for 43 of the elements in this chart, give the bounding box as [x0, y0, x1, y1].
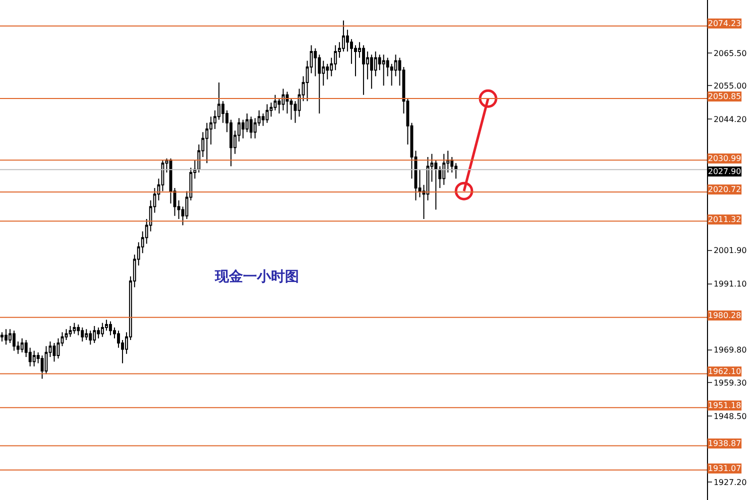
- ref-line-label: 2011.32: [708, 215, 742, 224]
- y-tick-label: 1969.80: [714, 346, 747, 355]
- candlestick: [92, 325, 96, 344]
- ref-line-label: 2074.23: [708, 19, 742, 28]
- candlestick: [20, 338, 24, 353]
- candlestick: [84, 328, 88, 340]
- ref-line-label: 2050.85: [708, 92, 742, 101]
- ref-line-label: 2030.99: [708, 154, 742, 163]
- y-tick-label: 2044.20: [714, 114, 747, 124]
- y-tick-label: 2065.50: [714, 48, 747, 58]
- ref-line-label: 1962.10: [708, 367, 742, 376]
- candlestick: [12, 330, 16, 352]
- candlestick: [44, 346, 48, 375]
- ref-line-label: 1938.87: [708, 439, 742, 448]
- candlestick: [32, 350, 36, 367]
- y-tick-label: 2055.00: [714, 81, 747, 90]
- ref-line-label: 2027.90: [708, 167, 742, 176]
- candlestick: [266, 104, 269, 124]
- candlestick: [80, 327, 84, 342]
- candlestick: [72, 322, 76, 334]
- candlestick: [88, 330, 92, 346]
- candlestick: [442, 153, 446, 186]
- annotation: 现金一小时图: [214, 269, 299, 285]
- y-tick-label: 2001.90: [714, 246, 747, 256]
- candlestick: [100, 322, 104, 338]
- candlestick: [382, 54, 386, 86]
- candlestick: [282, 88, 285, 111]
- ref-line-label: 1980.28: [708, 311, 742, 320]
- candlestick: [52, 342, 56, 362]
- y-tick-label: 1959.30: [714, 378, 747, 388]
- y-tick-label: 1991.10: [714, 280, 747, 289]
- candlestick: [370, 54, 374, 90]
- candlestick: [108, 320, 112, 336]
- candlestick: [4, 328, 8, 346]
- ref-line-label: 2020.72: [708, 185, 742, 194]
- ref-line-label: 1951.18: [708, 401, 742, 410]
- candlestick: [362, 44, 366, 96]
- y-tick-label: 1927.20: [714, 478, 747, 487]
- candlestick: [68, 325, 72, 338]
- ref-line-label: 1931.07: [708, 464, 742, 473]
- candlestick: [250, 116, 253, 139]
- y-tick-label: 1948.50: [714, 412, 747, 421]
- candlestick: [96, 327, 100, 339]
